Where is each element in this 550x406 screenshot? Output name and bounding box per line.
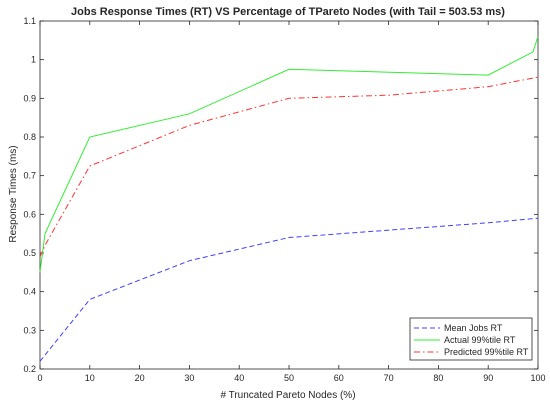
x-tick-label: 20 [135,373,145,383]
legend-box [409,317,533,361]
x-tick-label: 100 [530,373,545,383]
plot-area [39,20,539,370]
legend-label-predicted: Predicted 99%tile RT [444,347,529,357]
y-tick-label: 0.3 [23,325,36,335]
y-tick-label: 1.1 [23,16,36,26]
x-tick-label: 30 [184,373,194,383]
series-lines [39,36,539,362]
x-tick-label: 90 [483,373,493,383]
axis-ticks: 0 10 20 30 40 50 60 70 80 90 100 0.2 0.3 0.4 0.5 0.6 0.7… [23,16,545,383]
series-line-1 [39,36,539,273]
x-tick-label: 70 [384,373,394,383]
y-tick-label: 1 [31,55,36,65]
plot-border [39,20,539,370]
x-tick-label: 60 [334,373,344,383]
y-tick-label: 0.2 [23,364,36,374]
y-tick-label: 0.4 [23,287,36,297]
x-tick-label: 10 [85,373,95,383]
y-tick-label: 0.6 [23,209,36,219]
x-tick-label: 50 [284,373,294,383]
chart-title: Jobs Response Times (RT) VS Percentage o… [71,6,505,18]
x-axis-label: # Truncated Pareto Nodes (%) [220,390,355,401]
x-tick-label: 0 [37,373,42,383]
legend-label-mean: Mean Jobs RT [444,323,503,333]
series-line-0 [39,217,539,362]
legend: Mean Jobs RT Actual 99%tile RT Predicted… [409,317,533,361]
legend-label-actual: Actual 99%tile RT [444,335,516,345]
series-line-2 [39,76,539,258]
y-axis-label: Response Times (ms) [8,145,19,242]
y-tick-label: 0.9 [23,93,36,103]
x-tick-label: 80 [433,373,443,383]
y-tick-label: 0.5 [23,248,36,258]
y-tick-label: 0.7 [23,171,36,181]
x-tick-label: 40 [234,373,244,383]
y-tick-label: 0.8 [23,132,36,142]
